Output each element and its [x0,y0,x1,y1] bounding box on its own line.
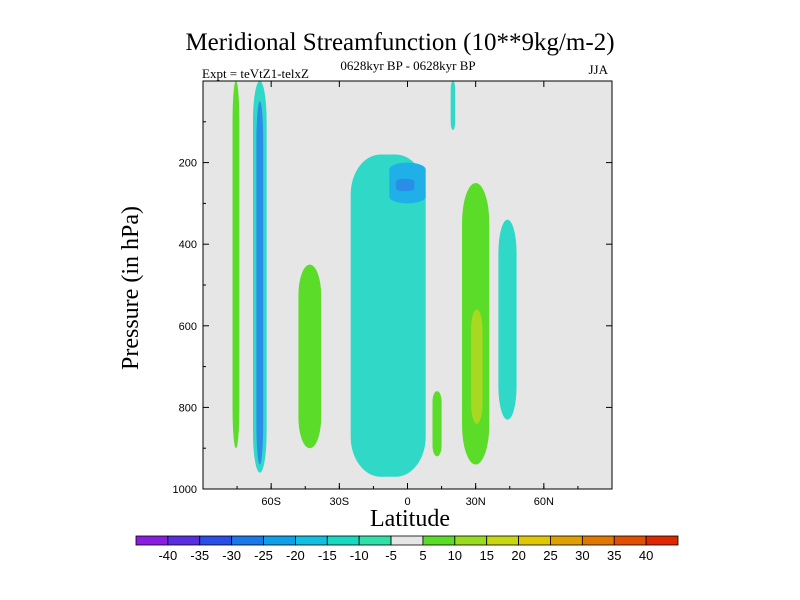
chart-title: Meridional Streamfunction (10**9kg/m-2) [185,29,614,56]
y-tick-label: 1000 [173,484,197,496]
colorbar-swatch [486,535,519,546]
y-tick-label: 200 [179,158,197,170]
contour-band-65S-core [256,101,264,465]
colorbar-swatch [581,535,615,546]
colorbar-label: 20 [511,548,525,563]
contour-blob-45N-negative [498,219,517,420]
plot-area: 60S 30S 0 30N 60N 200 400 600 800 1000 [173,80,613,508]
colorbar-swatch [358,535,392,546]
colorbar-label: 5 [419,548,426,563]
colorbar-swatch [613,535,647,546]
colorbar-swatch [326,535,360,546]
colorbar-label: 30 [575,548,589,563]
contour-blob-30N-core [471,309,483,424]
y-tick-label: 600 [179,321,197,333]
colorbar-label: -40 [158,548,177,563]
colorbar-label: 25 [543,548,557,563]
y-tick-label: 400 [179,239,197,251]
experiment-label: Expt = teVtZ1-telxZ [202,66,309,81]
colorbar-swatch [518,535,551,546]
contour-strip-20N-negative [450,81,456,130]
contour-equatorial-negative-cell [350,154,426,477]
colorbar-label: -35 [190,548,209,563]
contour-blob-45S-positive [298,264,322,449]
colorbar-swatch [550,535,583,546]
colorbar-swatch [167,535,201,546]
x-tick-label: 30N [466,496,486,508]
colorbar: -40 -35 -30 -25 -20 -15 -10 -5 5 10 15 20 25 30 35 40 [135,535,679,563]
colorbar-label: 10 [448,548,462,563]
y-tick-label: 800 [179,402,197,414]
center-label: 0628kyr BP - 0628kyr BP [340,58,475,73]
colorbar-swatch [295,535,328,546]
x-tick-label: 60N [534,496,554,508]
colorbar-label: -15 [318,548,337,563]
colorbar-label: -30 [222,548,241,563]
x-tick-label: 0 [404,496,410,508]
colorbar-swatch [645,535,679,546]
colorbar-label: -20 [286,548,305,563]
contour-blob-10N-positive [432,391,442,457]
colorbar-label: 15 [479,548,493,563]
x-tick-label: 60S [261,496,281,508]
y-axis-label: Pressure (in hPa) [118,206,144,370]
colorbar-swatch [422,535,456,546]
colorbar-swatch [231,535,264,546]
colorbar-swatch [263,535,296,546]
colorbar-label: -5 [385,548,397,563]
colorbar-label: 35 [607,548,621,563]
colorbar-swatch [199,535,233,546]
x-tick-label: 30S [330,496,350,508]
colorbar-swatch [390,535,424,546]
colorbar-swatch [454,535,488,546]
season-label: JJA [588,62,608,77]
colorbar-label: -10 [350,548,369,563]
colorbar-label: -25 [254,548,273,563]
colorbar-swatch [135,535,169,546]
x-axis-label: Latitude [370,506,450,532]
colorbar-label: 40 [639,548,653,563]
contour-equatorial-deep-core [396,178,415,192]
contour-band-75S-positive [232,81,240,449]
